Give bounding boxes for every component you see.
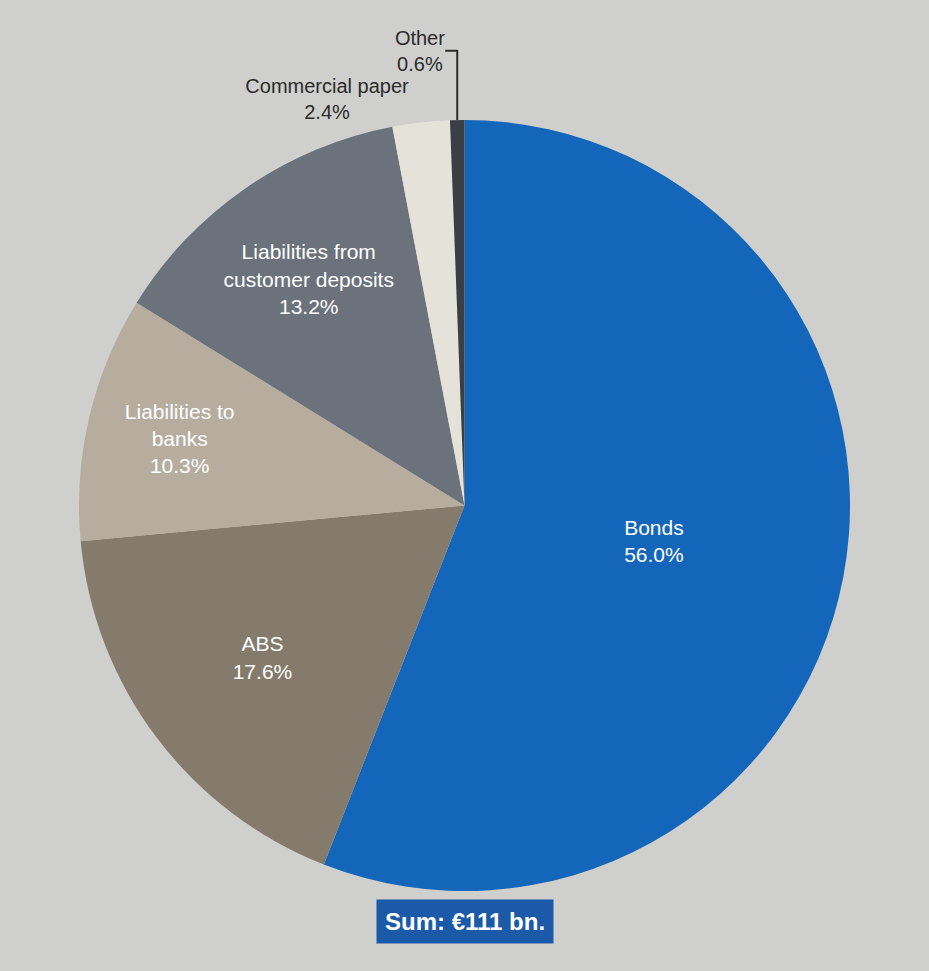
svg-text:Sum: €111 bn.: Sum: €111 bn.: [385, 908, 545, 935]
svg-text:Bonds56.0%: Bonds56.0%: [624, 516, 684, 566]
svg-text:Liabilities tobanks10.3%: Liabilities tobanks10.3%: [125, 400, 235, 478]
svg-text:Other0.6%: Other0.6%: [395, 27, 445, 75]
svg-text:Liabilities fromcustomer depos: Liabilities fromcustomer deposits13.2%: [224, 240, 394, 318]
svg-text:ABS17.6%: ABS17.6%: [233, 632, 293, 682]
svg-text:Commercial paper2.4%: Commercial paper2.4%: [245, 75, 409, 123]
